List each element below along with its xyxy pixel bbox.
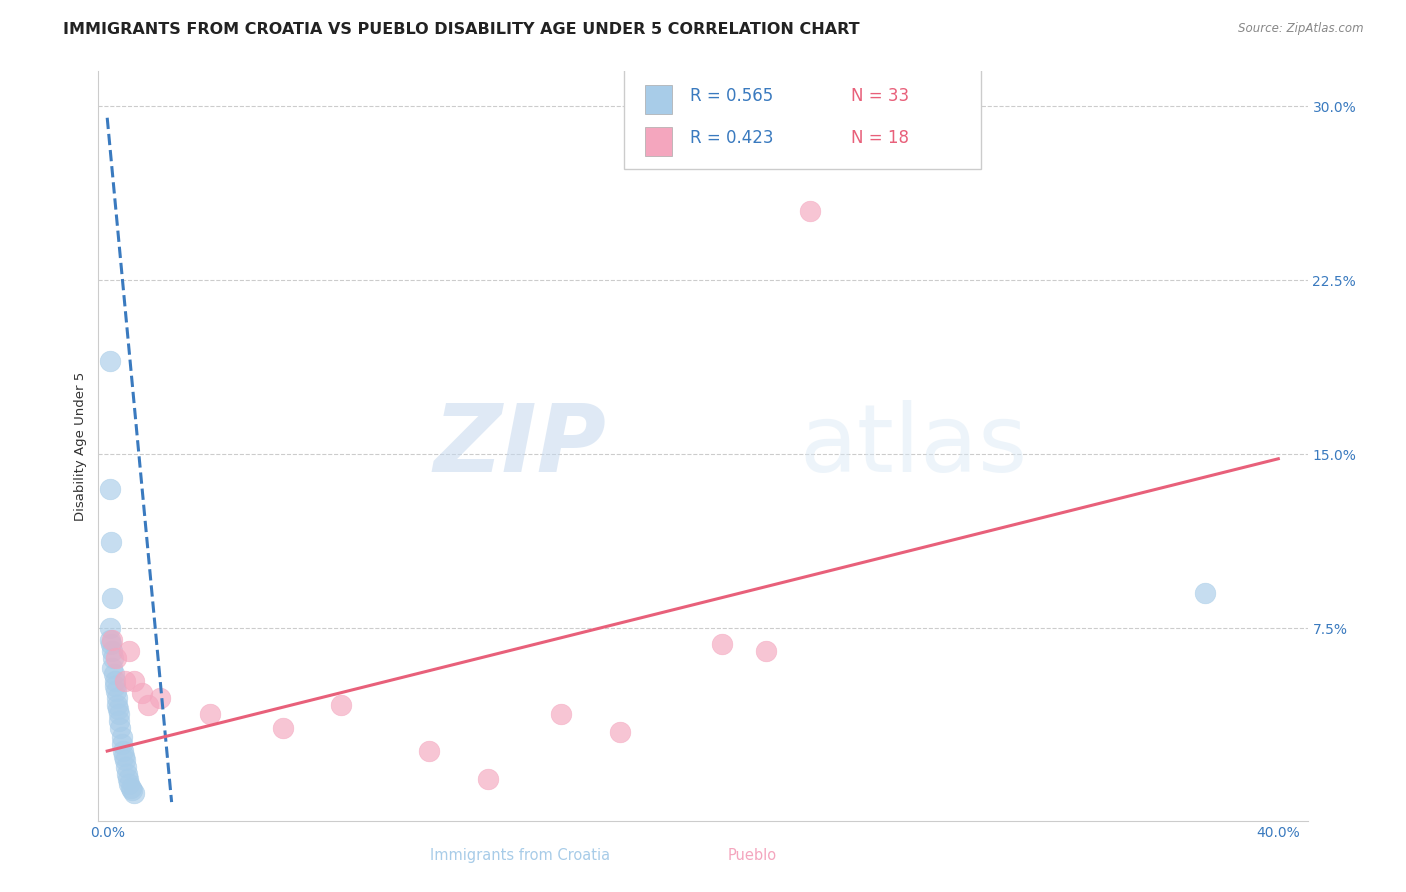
Text: Pueblo: Pueblo <box>728 848 776 863</box>
Point <box>112 744 135 758</box>
Point <box>98 482 121 496</box>
Point <box>609 725 631 739</box>
Point <box>136 698 159 712</box>
Point <box>117 772 139 786</box>
Point <box>105 690 128 705</box>
Point <box>111 737 134 751</box>
Point <box>104 683 127 698</box>
Text: R = 0.423: R = 0.423 <box>690 128 773 147</box>
Point <box>115 760 138 774</box>
Point <box>98 621 121 635</box>
Point <box>108 714 131 728</box>
Point <box>418 744 440 758</box>
Point <box>118 644 141 658</box>
Point <box>100 637 122 651</box>
Point <box>114 753 136 767</box>
Point <box>550 706 572 721</box>
Point <box>799 203 821 218</box>
Point <box>330 698 353 712</box>
Text: N = 18: N = 18 <box>851 128 908 147</box>
Point <box>271 721 294 735</box>
Point <box>122 786 145 800</box>
Point <box>110 721 132 735</box>
Y-axis label: Disability Age Under 5: Disability Age Under 5 <box>75 371 87 521</box>
Point <box>101 660 124 674</box>
Text: R = 0.565: R = 0.565 <box>690 87 773 104</box>
Point <box>112 748 135 763</box>
Point <box>104 651 127 665</box>
FancyBboxPatch shape <box>624 68 981 169</box>
Point <box>711 637 734 651</box>
Point <box>149 690 172 705</box>
Point <box>131 686 153 700</box>
Text: N = 33: N = 33 <box>851 87 908 104</box>
Point <box>98 354 121 368</box>
Point <box>103 667 125 681</box>
Point <box>107 698 129 712</box>
Point <box>114 674 136 689</box>
Point <box>108 706 131 721</box>
Point <box>118 776 141 790</box>
Point <box>755 644 778 658</box>
Point <box>98 632 121 647</box>
Point <box>103 674 125 689</box>
Point <box>100 591 122 605</box>
Text: atlas: atlas <box>800 400 1028 492</box>
Point <box>120 781 142 796</box>
Point <box>477 772 499 786</box>
Point <box>101 651 124 665</box>
Point <box>100 644 122 658</box>
Point <box>115 767 138 781</box>
Text: Immigrants from Croatia: Immigrants from Croatia <box>430 848 610 863</box>
FancyBboxPatch shape <box>645 85 672 113</box>
Point <box>121 783 143 797</box>
Point <box>1194 586 1216 600</box>
Text: ZIP: ZIP <box>433 400 606 492</box>
FancyBboxPatch shape <box>645 128 672 155</box>
Point <box>111 730 134 744</box>
Point <box>104 679 127 693</box>
Text: IMMIGRANTS FROM CROATIA VS PUEBLO DISABILITY AGE UNDER 5 CORRELATION CHART: IMMIGRANTS FROM CROATIA VS PUEBLO DISABI… <box>63 22 860 37</box>
Point <box>100 535 122 549</box>
Text: Source: ZipAtlas.com: Source: ZipAtlas.com <box>1239 22 1364 36</box>
Point <box>198 706 221 721</box>
Point <box>122 674 145 689</box>
Point <box>107 702 129 716</box>
Point <box>101 632 124 647</box>
